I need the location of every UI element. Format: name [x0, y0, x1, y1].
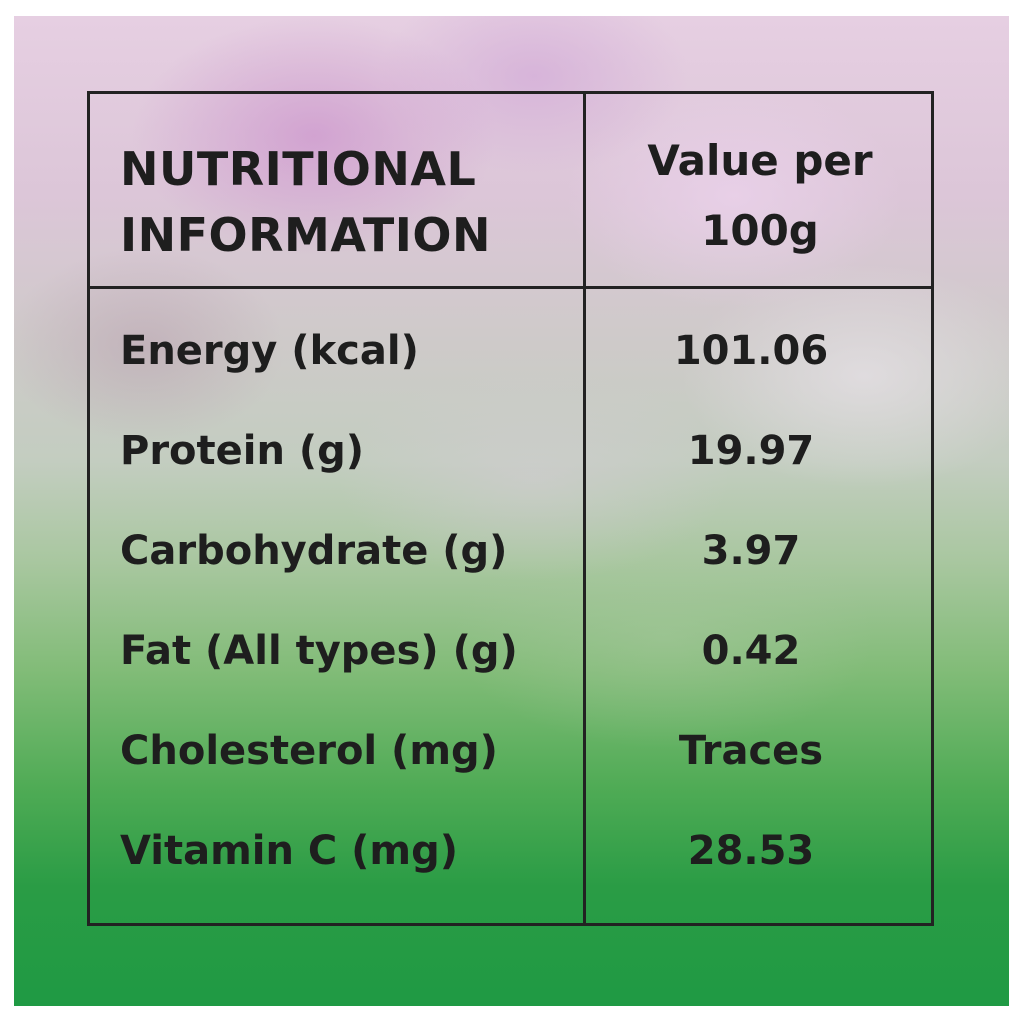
- table-row: Energy (kcal) 101.06: [90, 316, 931, 416]
- nutrition-table: NUTRITIONAL INFORMATION Value per 100g E…: [87, 91, 934, 926]
- column-divider: [583, 94, 586, 923]
- table-row: Cholesterol (mg) Traces: [90, 716, 931, 816]
- header-nutritional-information: NUTRITIONAL INFORMATION: [120, 136, 580, 268]
- row-label: Fat (All types) (g): [120, 628, 518, 674]
- background-panel: NUTRITIONAL INFORMATION Value per 100g E…: [14, 16, 1009, 1006]
- row-label: Protein (g): [120, 428, 365, 474]
- row-value: 101.06: [673, 328, 829, 374]
- row-value: 3.97: [701, 528, 801, 574]
- header-value-line2: 100g: [701, 206, 819, 255]
- row-label: Cholesterol (mg): [120, 728, 498, 774]
- row-label: Carbohydrate (g): [120, 528, 508, 574]
- row-value: Traces: [678, 728, 824, 774]
- row-value: 0.42: [701, 628, 801, 674]
- table-row: Protein (g) 19.97: [90, 416, 931, 516]
- row-label: Energy (kcal): [120, 328, 419, 374]
- header-label-line2: INFORMATION: [120, 208, 491, 262]
- row-label: Vitamin C (mg): [120, 828, 459, 874]
- table-row: Vitamin C (mg) 28.53: [90, 816, 931, 916]
- header-divider: [90, 286, 931, 289]
- header-value-line1: Value per: [647, 136, 873, 185]
- table-row: Fat (All types) (g) 0.42: [90, 616, 931, 716]
- row-value: 28.53: [687, 828, 815, 874]
- table-row: Carbohydrate (g) 3.97: [90, 516, 931, 616]
- header-value-per-100g: Value per 100g: [586, 126, 934, 266]
- table-body: Energy (kcal) 101.06 Protein (g) 19.97 C…: [90, 316, 931, 916]
- row-value: 19.97: [687, 428, 815, 474]
- header-label-line1: NUTRITIONAL: [120, 142, 477, 196]
